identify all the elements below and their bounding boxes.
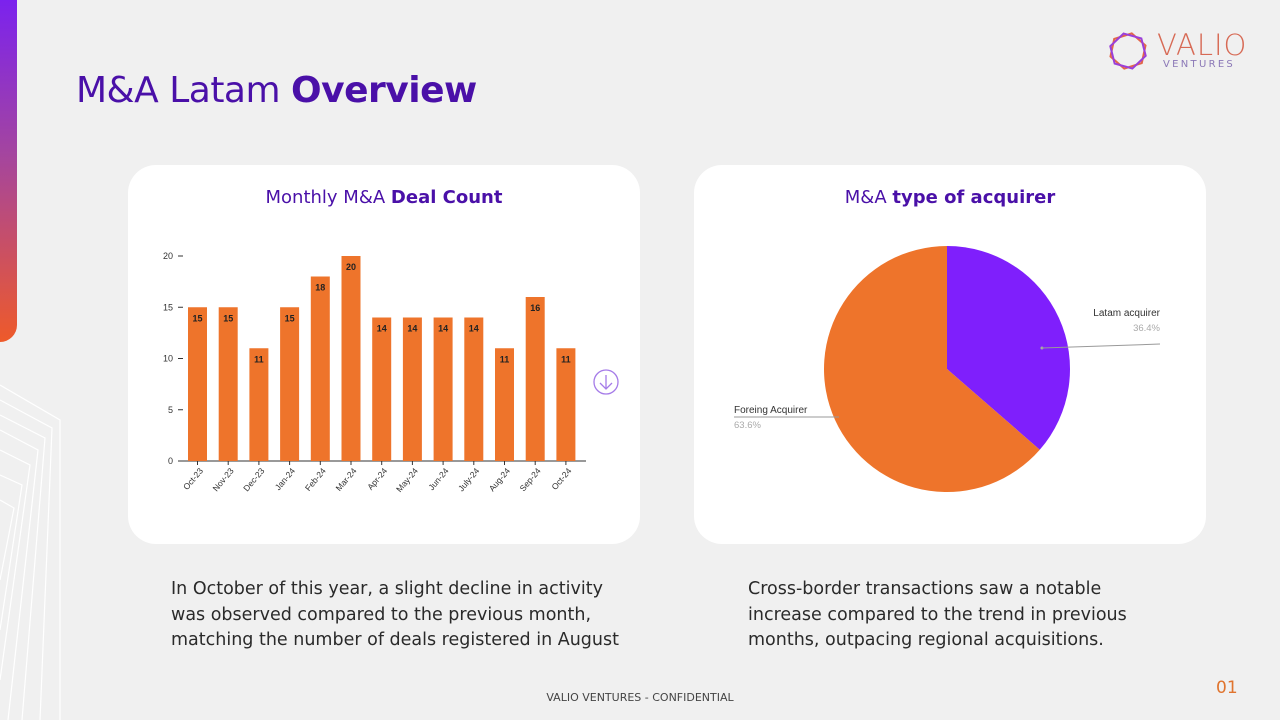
x-tick-label: Oct-24 [549, 466, 573, 492]
bar [249, 348, 269, 461]
bar [464, 317, 484, 461]
footer-confidential: VALIO VENTURES - CONFIDENTIAL [546, 691, 734, 704]
pie-slice [947, 246, 1070, 450]
bar-data-label: 16 [530, 303, 540, 313]
bar [280, 307, 300, 461]
bar-data-label: 15 [223, 313, 233, 323]
x-tick-label: Apr-24 [365, 466, 389, 492]
x-tick-label: Jan-24 [273, 466, 298, 493]
bar [218, 307, 238, 461]
pie-slice [823, 246, 1040, 492]
accent-bar [0, 0, 17, 342]
deal-count-commentary: In October of this year, a slight declin… [171, 579, 619, 651]
pie-percent: 36.4% [1133, 323, 1160, 334]
page-number: 01 [1216, 678, 1238, 698]
x-tick-label: Dec-23 [241, 466, 266, 494]
bar [188, 307, 207, 461]
y-tick-label: 10 [163, 354, 173, 364]
y-tick-label: 5 [168, 405, 173, 415]
logo-word: VALIO [1157, 28, 1248, 62]
y-tick-label: 20 [163, 251, 173, 261]
bar-data-label: 15 [192, 313, 202, 323]
page-title: M&A Latam Overview [76, 70, 477, 111]
bar-data-label: 11 [561, 354, 571, 364]
bar [402, 317, 422, 461]
logo-subword: VENTURES [1163, 59, 1236, 70]
decorative-lines [0, 384, 61, 720]
acquirer-type-pie-chart: Latam acquirer 36.4% Foreing Acquirer 63.6% [734, 246, 1161, 492]
bar-data-label: 14 [407, 324, 417, 334]
bar [372, 317, 392, 461]
bar-data-label: 11 [500, 354, 510, 364]
deal-count-title: Monthly M&A Deal Count [265, 187, 503, 208]
bar-data-label: 15 [285, 313, 295, 323]
x-tick-label: Aug-24 [487, 466, 512, 494]
x-tick-label: Jun-24 [426, 466, 451, 493]
x-tick-label: Oct-23 [181, 466, 205, 492]
pie-label: Foreing Acquirer [734, 405, 808, 416]
leader-line [1041, 343, 1161, 349]
bar [556, 348, 576, 461]
arrow-down-circle-icon [593, 369, 619, 395]
bar [310, 276, 330, 461]
bar-data-label: 14 [377, 324, 387, 334]
pie-label: Latam acquirer [1093, 308, 1160, 319]
bar-data-label: 14 [469, 324, 479, 334]
bar [525, 297, 545, 461]
bar [433, 317, 453, 461]
bar-data-label: 18 [315, 283, 325, 293]
y-tick-label: 0 [168, 456, 173, 466]
x-tick-label: Sep-24 [517, 466, 542, 494]
logo-hexagon-icon [1109, 32, 1147, 70]
pie-percent: 63.6% [734, 420, 761, 431]
bar-data-label: 20 [346, 262, 356, 272]
leader-dot [1040, 346, 1044, 350]
acquirer-type-card: M&A type of acquirer Latam acquirer 36.4%… [694, 165, 1206, 544]
x-tick-label: May-24 [394, 466, 420, 494]
bar [341, 256, 361, 461]
bar-data-label: 14 [438, 324, 448, 334]
logo: VALIO VENTURES [1106, 28, 1248, 72]
x-tick-label: Nov-23 [210, 466, 235, 494]
x-tick-label: Feb-24 [303, 466, 328, 493]
deal-count-card: Monthly M&A Deal Count 0 5 10 15 20 15 Oct-23 1… [128, 165, 640, 544]
y-tick-label: 15 [163, 302, 173, 312]
x-tick-label: July-24 [456, 466, 481, 494]
acquirer-type-commentary: Cross-border transactions saw a notable … [748, 579, 1127, 651]
bar [495, 348, 514, 461]
bar-data-label: 11 [254, 354, 264, 364]
x-tick-label: Mar-24 [334, 466, 359, 493]
acquirer-type-title: M&A type of acquirer [844, 187, 1056, 208]
deal-count-bar-chart: 0 5 10 15 20 15 Oct-23 15 Nov-23 11 Dec-23 15 Jan-24… [163, 251, 619, 494]
